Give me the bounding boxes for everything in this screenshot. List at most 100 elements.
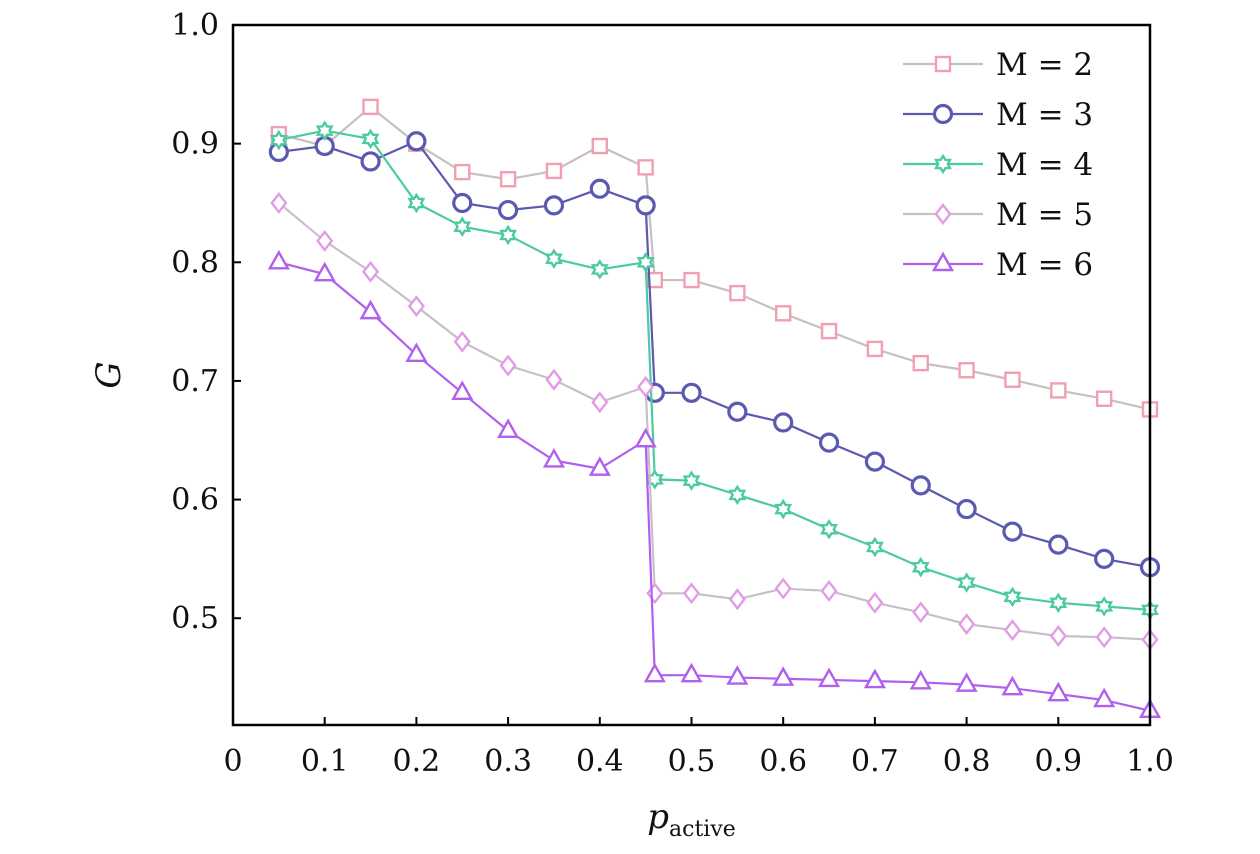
data-point — [1002, 521, 1023, 542]
data-point — [1001, 675, 1024, 696]
data-point — [774, 577, 792, 600]
data-point — [772, 666, 795, 686]
data-point — [646, 271, 664, 289]
x-tick-label: 0 — [223, 744, 242, 779]
data-point — [958, 613, 976, 636]
data-point — [453, 216, 472, 237]
legend: M = 2 M = 3 M = 4 M = 5 M = 6 — [903, 47, 1093, 283]
data-point — [727, 401, 748, 422]
data-point — [1003, 619, 1021, 642]
data-point — [637, 159, 654, 176]
data-point — [267, 249, 290, 270]
data-point — [682, 582, 701, 605]
x-axis-title: pactive — [647, 797, 736, 842]
data-point — [646, 582, 664, 605]
data-point — [1095, 626, 1113, 649]
data-point — [820, 579, 838, 602]
data-point — [958, 362, 975, 379]
series-layer — [267, 98, 1162, 718]
legend-item: M = 2 — [903, 47, 1093, 83]
data-point — [818, 432, 840, 453]
data-point — [634, 427, 657, 448]
data-point — [499, 224, 517, 246]
data-point — [590, 259, 609, 280]
data-point — [1049, 592, 1068, 614]
ticks-layer: 0 0.1 0.2 0.3 0.4 0.5 0.6 0.7 0.8 0.9 1.0 0.5 0.6 0.7… — [171, 8, 1174, 779]
y-axis-title: G — [89, 361, 129, 388]
data-point — [453, 330, 471, 353]
y-tick-label: 0.8 — [171, 245, 219, 280]
series-4 — [270, 192, 1159, 651]
data-point — [635, 195, 656, 216]
data-point — [542, 447, 566, 468]
x-tick-label: 0.5 — [668, 744, 716, 779]
series-line — [278, 261, 1151, 712]
data-point — [499, 171, 517, 188]
legend-label: M = 2 — [996, 47, 1093, 83]
y-tick-label: 1.0 — [171, 8, 219, 43]
data-point — [643, 662, 666, 683]
legend-marker — [934, 153, 952, 175]
data-point — [1095, 596, 1114, 617]
data-point — [316, 229, 334, 252]
data-point — [636, 252, 655, 273]
data-point — [591, 137, 608, 155]
y-tick-label: 0.9 — [171, 127, 219, 162]
data-point — [683, 271, 700, 289]
series-2 — [268, 131, 1161, 578]
data-point — [313, 261, 336, 282]
data-point — [728, 484, 747, 506]
data-point — [1047, 681, 1070, 702]
x-tick-label: 0.1 — [301, 744, 349, 779]
legend-item: M = 5 — [903, 197, 1093, 233]
x-tick-label: 0.6 — [759, 744, 807, 779]
data-point — [817, 667, 841, 688]
legend-item: M = 3 — [903, 97, 1093, 133]
x-axis-title-subscript: active — [669, 817, 736, 842]
x-axis-title-main: p — [647, 797, 669, 837]
data-point — [591, 391, 609, 414]
data-point — [956, 498, 977, 520]
data-point — [773, 412, 794, 433]
data-point — [545, 368, 563, 391]
data-point — [589, 178, 610, 199]
data-point — [864, 451, 886, 472]
data-point — [269, 129, 288, 151]
x-tick-label: 0.3 — [484, 744, 532, 779]
data-point — [910, 475, 931, 496]
data-point — [726, 665, 749, 685]
data-point — [451, 380, 474, 400]
data-point — [1093, 687, 1116, 708]
data-point — [361, 128, 380, 150]
data-point — [1048, 534, 1069, 555]
data-point — [1050, 382, 1067, 399]
data-point — [1003, 586, 1022, 608]
data-point — [866, 536, 884, 558]
data-point — [728, 588, 746, 611]
data-point — [407, 295, 425, 318]
data-point — [680, 662, 703, 683]
data-point — [270, 192, 288, 214]
legend-marker — [932, 103, 954, 125]
data-point — [957, 572, 976, 593]
data-point — [681, 382, 702, 403]
legend-label: M = 5 — [996, 197, 1093, 233]
data-point — [452, 192, 473, 214]
x-tick-label: 0.2 — [393, 744, 441, 779]
data-point — [360, 151, 381, 172]
data-point — [545, 162, 563, 180]
legend-marker — [931, 251, 955, 272]
data-point — [909, 669, 932, 690]
x-tick-label: 0.7 — [851, 744, 899, 779]
data-point — [866, 340, 884, 358]
y-tick-label: 0.6 — [171, 483, 219, 518]
data-point — [588, 456, 611, 476]
data-point — [1095, 390, 1113, 407]
data-point — [315, 120, 334, 141]
data-point — [637, 375, 655, 398]
data-point — [682, 470, 701, 491]
x-tick-label: 0.9 — [1034, 744, 1082, 779]
data-point — [911, 556, 930, 578]
